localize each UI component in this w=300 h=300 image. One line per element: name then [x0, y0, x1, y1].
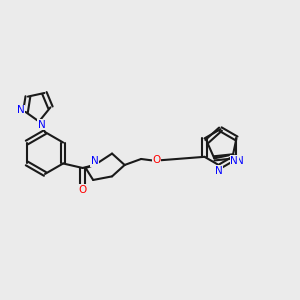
Text: O: O [152, 155, 160, 165]
Text: N: N [38, 119, 45, 130]
Text: N: N [215, 166, 223, 176]
Text: O: O [79, 185, 87, 195]
Text: N: N [230, 156, 238, 166]
Text: N: N [236, 156, 243, 166]
Text: N: N [91, 156, 98, 167]
Text: N: N [17, 105, 25, 116]
